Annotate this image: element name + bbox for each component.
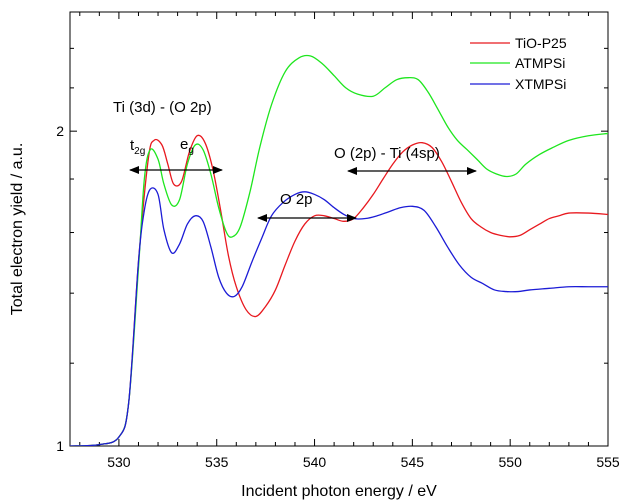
x-tick-label: 530 xyxy=(107,454,131,470)
y-tick-label: 1 xyxy=(56,438,64,454)
series-line-xtmpsi xyxy=(70,187,608,446)
legend: TiO-P25 ATMPSi XTMPSi xyxy=(470,35,567,92)
annotation-ti3d-o2p: Ti (3d) - (O 2p) xyxy=(113,99,212,116)
annotation-eg: eg xyxy=(180,136,194,156)
x-tick-label: 550 xyxy=(499,454,523,470)
series-line-atmpsi xyxy=(70,54,608,446)
legend-label-tio-p25: TiO-P25 xyxy=(515,35,567,51)
annotation-o2p: O 2p xyxy=(280,191,313,208)
axis-ticks: 530 535 540 545 550 555 1 2 xyxy=(56,12,620,470)
x-axis-label: Incident photon energy / eV xyxy=(241,483,437,500)
x-tick-label: 555 xyxy=(596,454,620,470)
legend-label-xtmpsi: XTMPSi xyxy=(515,76,566,92)
y-axis-label: Total electron yield / a.u. xyxy=(9,143,26,316)
x-tick-label: 540 xyxy=(303,454,327,470)
y-tick-label: 2 xyxy=(56,123,64,139)
plot-frame xyxy=(69,11,609,447)
x-tick-label: 535 xyxy=(205,454,229,470)
legend-label-atmpsi: ATMPSi xyxy=(515,55,565,71)
annotation-o2p-ti4sp: O (2p) - Ti (4sp) xyxy=(334,145,440,162)
annotations: Ti (3d) - (O 2p) t2g eg O (2p) - Ti (4sp… xyxy=(113,99,477,222)
x-tick-label: 545 xyxy=(401,454,425,470)
annotation-t2g: t2g xyxy=(130,137,145,157)
